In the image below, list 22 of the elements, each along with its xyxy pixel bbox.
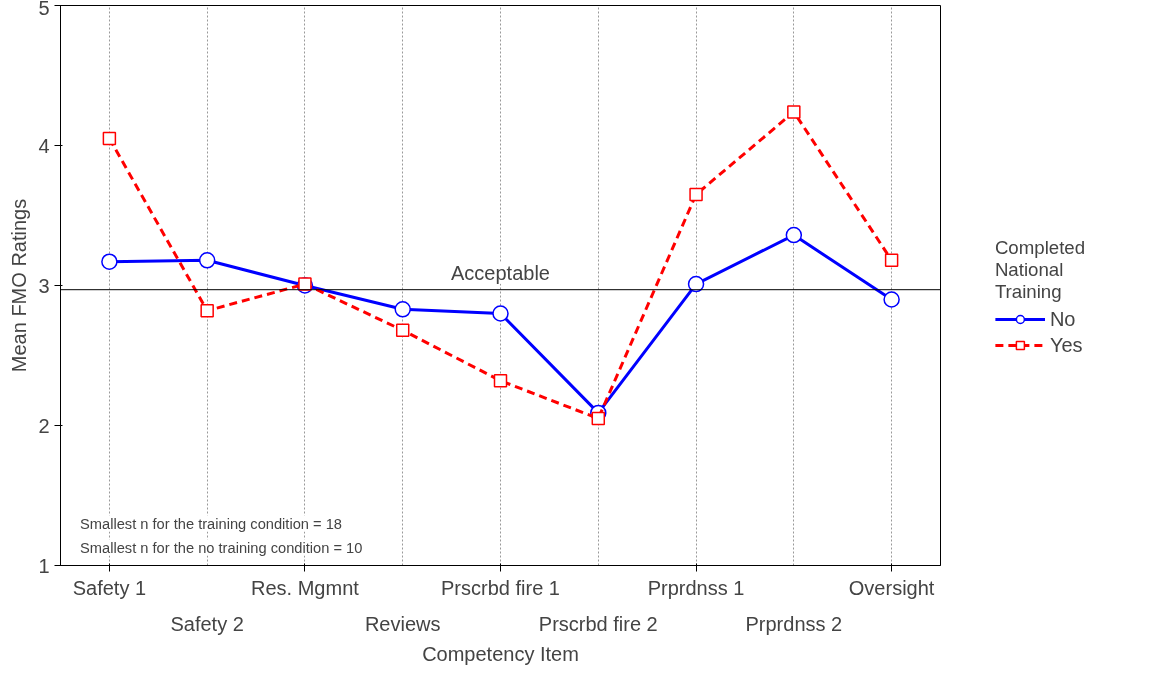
legend-label: Yes [1049, 333, 1083, 357]
x-tick-label: Prscrbd fire 2 [538, 612, 658, 635]
y-tick-label: 5 [38, 0, 50, 19]
y-axis-title: Mean FMO Ratings [8, 198, 31, 373]
y-tick-label: 2 [38, 414, 50, 437]
y-tick-label: 3 [38, 274, 50, 297]
legend-label: No [1049, 307, 1076, 331]
x-tick-label: Reviews [364, 612, 441, 635]
y-tick-label: 1 [38, 554, 50, 577]
x-tick-label: Oversight [848, 576, 935, 599]
x-tick-label: Prprdnss 1 [647, 576, 745, 599]
x-tick-label: Prprdnss 2 [745, 612, 843, 635]
x-tick-label: Safety 1 [72, 576, 147, 599]
x-axis-title: Competency Item [422, 642, 579, 665]
y-tick-label: 4 [38, 134, 50, 157]
ref-line-label: Acceptable [451, 261, 550, 284]
legend-title: Completed National Training [994, 236, 1086, 303]
x-tick-label: Res. Mgmnt [251, 576, 360, 599]
x-tick-label: Safety 2 [170, 612, 244, 635]
annotation: Smallest n for the training condition = 18 [80, 515, 342, 532]
annotation: Smallest n for the no training condition = 10 [80, 539, 363, 556]
x-tick-label: Prscrbd fire 1 [441, 576, 560, 599]
